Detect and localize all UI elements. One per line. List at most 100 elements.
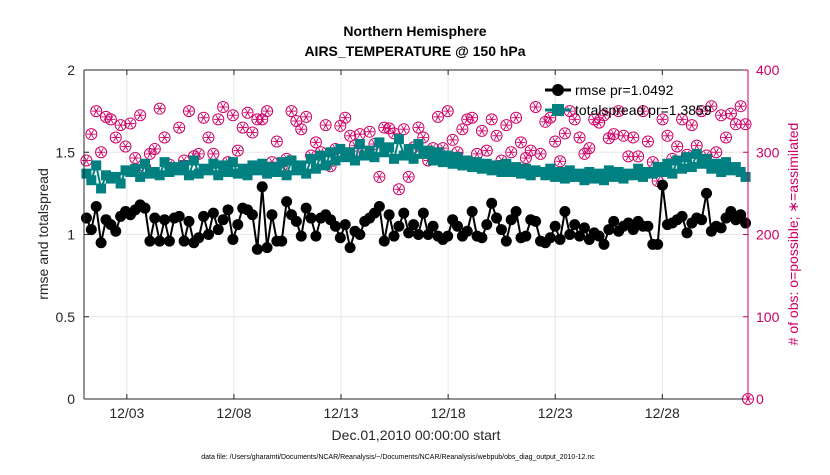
- obs-possible-circle: [656, 113, 669, 126]
- rmse-point: [520, 230, 532, 242]
- obs-count-point: [529, 101, 542, 114]
- rmse-point: [530, 215, 542, 227]
- obs-count-point: [285, 105, 298, 118]
- totalspread-point: [686, 162, 697, 173]
- obs-possible-circle: [710, 146, 723, 159]
- totalspread-point: [310, 163, 321, 174]
- totalspread-point: [657, 166, 668, 177]
- obs-count-point: [114, 119, 127, 132]
- totalspread-point: [677, 163, 688, 174]
- obs-assimilated-star: [474, 149, 480, 159]
- rmse-point: [144, 235, 156, 247]
- rmse-point: [491, 212, 503, 224]
- obs-count-point: [261, 105, 274, 118]
- obs-possible-circle: [490, 129, 503, 142]
- obs-assimilated-star: [611, 130, 617, 139]
- obs-possible-circle: [363, 125, 376, 138]
- obs-possible-circle: [261, 105, 274, 118]
- obs-possible-circle: [383, 122, 396, 135]
- rmse-point: [564, 229, 576, 240]
- obs-count-point: [466, 111, 479, 124]
- rmse-point: [505, 214, 517, 226]
- obs-assimilated-star: [401, 125, 407, 134]
- obs-count-point: [241, 106, 254, 119]
- totalspread-point: [681, 152, 692, 163]
- y-tick-label: 1: [67, 227, 75, 243]
- obs-count-point: [554, 155, 567, 168]
- totalspread-point: [252, 165, 263, 176]
- obs-count-point: [597, 109, 610, 122]
- rmse-point: [378, 235, 390, 247]
- rmse-point: [110, 225, 122, 237]
- obs-count-point: [490, 129, 503, 142]
- totalspread-point: [511, 162, 522, 173]
- obs-assimilated-star: [122, 142, 129, 151]
- rmse-point: [461, 225, 473, 237]
- totalspread-point: [574, 168, 585, 179]
- obs-assimilated-star: [415, 123, 422, 132]
- totalspread-point: [281, 170, 292, 181]
- obs-possible-circle: [705, 100, 718, 113]
- rmse-point: [652, 238, 664, 250]
- obs-possible-circle: [173, 121, 186, 134]
- obs-count-point: [568, 113, 581, 126]
- obs-count-point: [300, 110, 313, 123]
- obs-assimilated-star: [396, 185, 402, 194]
- obs-assimilated-star: [274, 137, 280, 146]
- obs-count-point: [431, 110, 444, 123]
- obs-possible-circle: [226, 109, 239, 122]
- obs-possible-circle: [202, 131, 215, 144]
- obs-count-point: [583, 142, 596, 155]
- obs-possible-circle: [109, 131, 122, 144]
- obs-possible-circle: [597, 109, 610, 122]
- rmse-point: [486, 197, 498, 209]
- obs-possible-circle: [529, 101, 542, 114]
- rmse-point: [339, 219, 351, 231]
- totalspread-point: [564, 165, 575, 176]
- obs-possible-circle: [246, 126, 259, 139]
- obs-assimilated-star: [303, 112, 309, 122]
- x-tick-label: 12/03: [109, 405, 144, 421]
- totalspread-point: [540, 170, 551, 181]
- totalspread-point: [384, 142, 395, 153]
- obs-possible-circle: [148, 142, 161, 155]
- obs-assimilated-star: [479, 126, 485, 135]
- obs-possible-circle: [734, 100, 747, 113]
- obs-assimilated-star: [449, 135, 456, 145]
- obs-assimilated-star: [718, 111, 724, 120]
- totalspread-point: [208, 158, 219, 169]
- obs-possible-circle: [480, 144, 493, 157]
- rmse-point: [203, 229, 214, 240]
- obs-possible-circle: [114, 119, 127, 132]
- totalspread-point: [711, 158, 722, 169]
- totalspread-point: [442, 150, 453, 161]
- obs-count-point: [402, 170, 415, 183]
- obs-count-point: [295, 123, 308, 136]
- obs-possible-circle: [466, 111, 479, 124]
- y-tick-label: 0: [67, 391, 75, 407]
- obs-possible-circle: [583, 142, 596, 155]
- obs-assimilated-star: [572, 115, 578, 124]
- obs-count-point: [685, 119, 698, 132]
- obs-assimilated-star: [655, 176, 661, 186]
- obs-assimilated-star: [674, 142, 680, 151]
- obs-count-point: [656, 113, 669, 126]
- obs-assimilated-star: [664, 131, 671, 140]
- obs-count-point: [661, 129, 674, 142]
- rmse-point: [95, 237, 107, 249]
- legend-totalspread-label: totalspread pr=1.3859: [575, 102, 712, 118]
- rmse-point: [80, 212, 92, 224]
- rmse-point: [417, 207, 429, 219]
- obs-count-point: [119, 140, 132, 153]
- obs-assimilated-star: [689, 120, 695, 130]
- obs-assimilated-star: [342, 113, 348, 122]
- axes: 12/03 12/08 12/13 12/18 12/23 12/2800.511.520…: [56, 62, 780, 421]
- obs-assimilated-star: [88, 130, 94, 139]
- obs-possible-circle: [554, 155, 567, 168]
- rmse-point: [183, 215, 195, 227]
- rmse-point: [549, 220, 561, 232]
- rmse-point: [559, 205, 571, 217]
- totalspread-point: [603, 165, 614, 176]
- totalspread-point: [691, 148, 702, 159]
- totalspread-point: [428, 155, 439, 166]
